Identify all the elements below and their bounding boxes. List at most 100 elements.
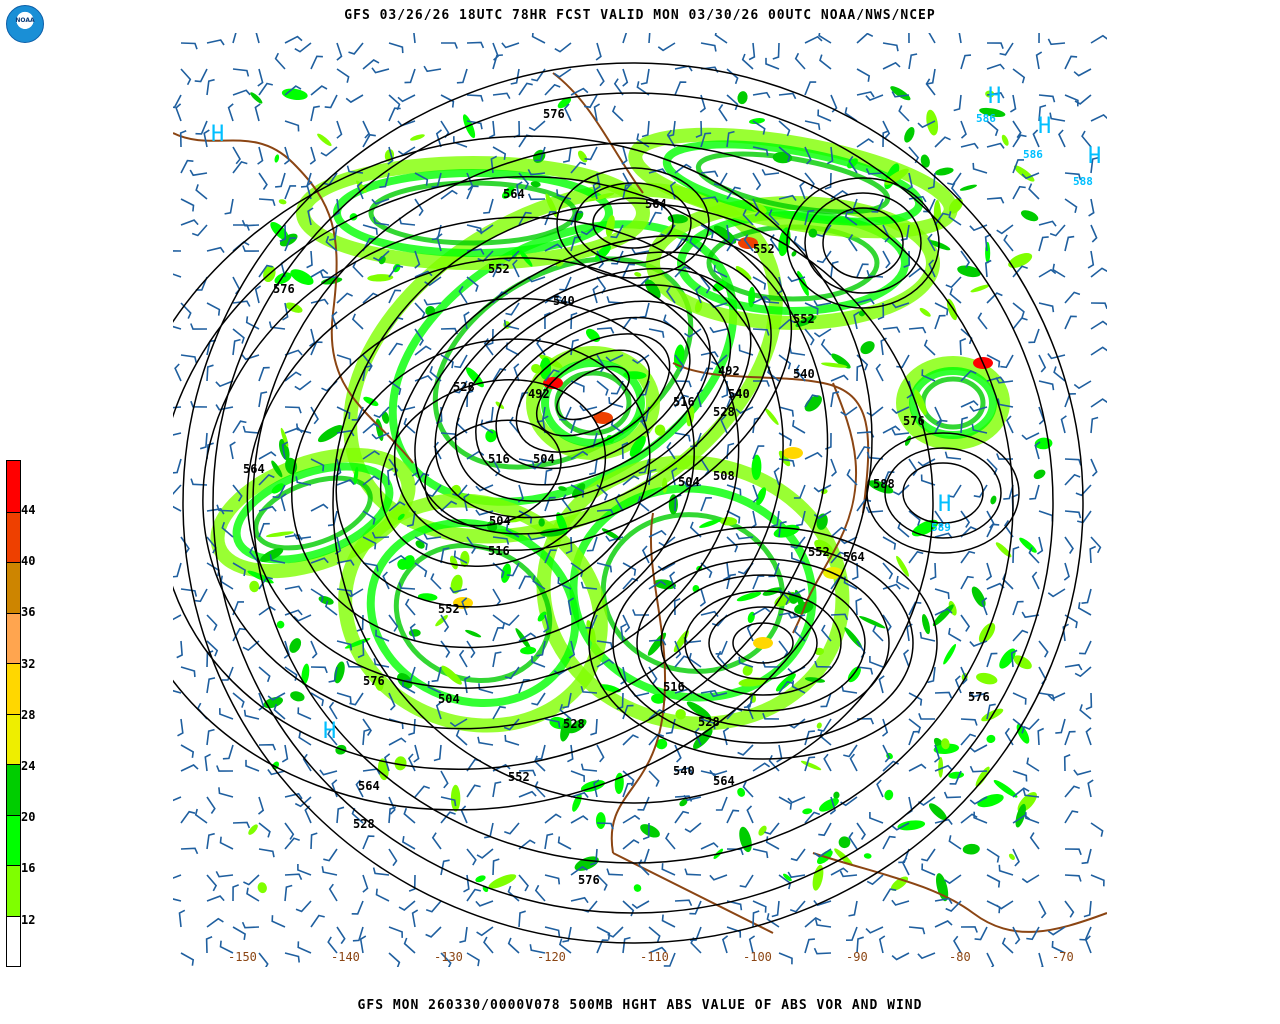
wind-barb bbox=[258, 366, 270, 382]
wind-barb bbox=[726, 536, 739, 553]
wind-barb bbox=[455, 729, 468, 746]
wind-barb bbox=[1047, 588, 1066, 598]
high-pressure-marker: H bbox=[938, 492, 951, 517]
wind-barb bbox=[173, 94, 182, 109]
wind-barb bbox=[180, 536, 190, 554]
wind-barb bbox=[518, 575, 532, 590]
wind-barb bbox=[996, 453, 1014, 460]
wind-barb bbox=[387, 146, 394, 165]
wind-barb bbox=[866, 406, 884, 417]
wind-barb bbox=[557, 836, 572, 850]
wind-barb bbox=[1035, 51, 1043, 70]
wind-barb bbox=[856, 446, 871, 460]
wind-barb bbox=[1064, 198, 1078, 213]
wind-barb bbox=[408, 718, 416, 736]
contour-label: 564 bbox=[645, 197, 667, 211]
wind-barb bbox=[362, 450, 380, 460]
height-contour bbox=[202, 216, 784, 730]
longitude-label: -140 bbox=[331, 950, 360, 964]
wind-barb bbox=[1038, 220, 1057, 227]
wind-barb bbox=[648, 638, 667, 646]
wind-barb bbox=[388, 848, 398, 867]
wind-barb bbox=[404, 68, 416, 84]
wind-barb bbox=[357, 640, 365, 659]
wind-barb bbox=[765, 57, 780, 70]
wind-barb bbox=[206, 640, 219, 657]
wind-barb bbox=[324, 600, 338, 616]
vorticity-patch bbox=[860, 341, 875, 355]
wind-barb bbox=[928, 259, 936, 278]
wind-barb bbox=[352, 261, 364, 278]
wind-barb bbox=[648, 733, 665, 746]
wind-barb bbox=[352, 926, 364, 942]
wind-barb bbox=[841, 684, 858, 694]
wind-barb bbox=[306, 250, 313, 269]
wind-barb bbox=[241, 219, 260, 227]
color-scale-band bbox=[7, 663, 20, 714]
wind-barb bbox=[804, 146, 812, 165]
wind-barb bbox=[769, 234, 780, 252]
wind-barb bbox=[324, 94, 338, 109]
wind-barb bbox=[1038, 94, 1056, 103]
wind-barb bbox=[778, 458, 796, 467]
wind-barb bbox=[232, 68, 250, 77]
wind-barb bbox=[866, 270, 884, 278]
wind-barb bbox=[1047, 926, 1066, 936]
wind-barb bbox=[570, 312, 578, 330]
wind-barb bbox=[206, 78, 215, 96]
vorticity-patch bbox=[441, 665, 462, 685]
wind-barb bbox=[657, 562, 676, 571]
vorticity-patch bbox=[868, 480, 894, 494]
height-contour bbox=[786, 177, 940, 309]
wind-barb bbox=[346, 660, 364, 668]
wind-barb bbox=[362, 536, 377, 550]
wind-barb bbox=[219, 836, 234, 850]
coastline bbox=[173, 132, 414, 464]
wind-barb bbox=[908, 550, 924, 564]
wind-barb bbox=[1012, 692, 1027, 705]
wind-barb bbox=[336, 806, 345, 824]
wind-barb bbox=[695, 285, 702, 304]
wind-barb bbox=[605, 354, 624, 362]
vorticity-patch bbox=[859, 616, 886, 629]
wind-barb bbox=[843, 744, 858, 758]
wind-barb bbox=[478, 683, 494, 694]
wind-barb bbox=[466, 952, 480, 967]
wind-barb bbox=[458, 649, 468, 668]
wind-barb bbox=[856, 666, 874, 675]
vorticity-patch bbox=[959, 184, 977, 191]
vorticity-patch bbox=[819, 798, 839, 812]
vorticity-patch bbox=[847, 158, 858, 169]
wind-barb bbox=[425, 926, 442, 938]
wind-barb bbox=[752, 276, 767, 290]
wind-barb bbox=[362, 120, 370, 139]
wind-barb bbox=[351, 406, 364, 421]
wind-barb bbox=[257, 796, 265, 815]
wind-barb bbox=[476, 224, 494, 234]
wind-barb bbox=[752, 900, 767, 913]
contour-label: 540 bbox=[673, 764, 695, 778]
wind-barb bbox=[309, 328, 316, 347]
wind-barb bbox=[960, 575, 974, 590]
wind-barb bbox=[1084, 935, 1092, 954]
wind-barb bbox=[528, 120, 546, 132]
wind-barb bbox=[440, 547, 450, 564]
contour-label: 564 bbox=[243, 462, 265, 476]
wind-barb bbox=[554, 42, 572, 53]
wind-barb bbox=[431, 666, 442, 683]
wind-barb bbox=[553, 68, 572, 78]
wind-barb bbox=[648, 946, 667, 954]
wind-barb bbox=[830, 391, 840, 408]
wind-barb bbox=[355, 779, 364, 798]
wind-barb bbox=[325, 235, 338, 252]
wind-barb bbox=[173, 796, 182, 802]
wind-barb bbox=[1090, 320, 1107, 330]
wind-barb bbox=[336, 926, 346, 945]
wind-barb bbox=[1090, 267, 1107, 278]
wind-barb bbox=[543, 614, 550, 633]
color-scale-label: 28 bbox=[21, 707, 36, 722]
wind-barb bbox=[180, 42, 198, 50]
wind-barb bbox=[466, 120, 483, 130]
vorticity-patch bbox=[673, 344, 685, 369]
vorticity-patch bbox=[821, 362, 848, 368]
